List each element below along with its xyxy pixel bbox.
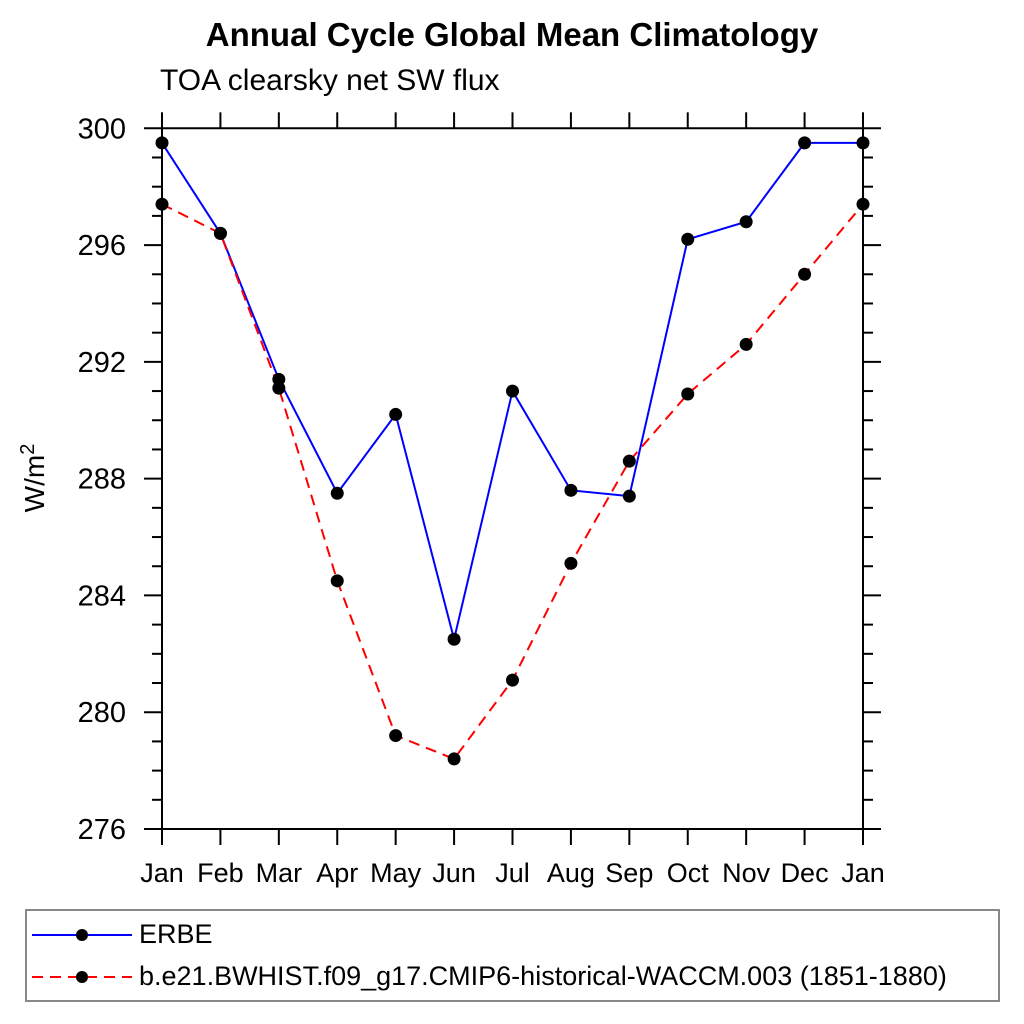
x-tick-label: Sep	[605, 858, 653, 888]
y-tick-label: 296	[78, 230, 126, 262]
data-point-marker	[447, 632, 461, 646]
data-point-marker	[330, 574, 344, 588]
data-point-marker	[506, 673, 519, 687]
x-tick-label: Jan	[841, 858, 885, 888]
data-point-marker	[681, 387, 695, 401]
y-tick-label: 292	[78, 347, 126, 379]
data-point-marker	[330, 486, 344, 500]
x-tick-label: Nov	[722, 858, 771, 888]
legend-item-erbe: ERBE	[29, 915, 998, 955]
data-point-marker	[798, 267, 812, 281]
x-tick-label: May	[370, 858, 422, 888]
x-tick-label: Jul	[495, 858, 530, 888]
data-point-marker	[447, 752, 461, 766]
data-point-marker	[389, 407, 403, 421]
data-point-marker	[564, 483, 578, 497]
data-point-marker	[389, 729, 403, 743]
data-point-marker	[739, 215, 753, 229]
legend-label-model: b.e21.BWHIST.f09_g17.CMIP6-historical-WA…	[139, 961, 947, 991]
legend: ERBE b.e21.BWHIST.f09_g17.CMIP6-historic…	[25, 909, 1000, 1002]
x-tick-label: Aug	[547, 858, 595, 888]
x-tick-label: Feb	[197, 858, 244, 888]
legend-sample-dashed	[32, 970, 132, 983]
x-tick-label: Apr	[316, 858, 358, 888]
data-point-marker	[213, 226, 227, 240]
data-point-marker	[856, 197, 870, 211]
data-point-marker	[798, 136, 812, 150]
plot-area: W/m2 Jan Feb Mar Apr May Jun Jul Aug Sep Oct Nov De…	[17, 112, 885, 888]
data-point-marker	[739, 337, 753, 351]
x-tick-label: Oct	[667, 858, 710, 888]
legend-label-erbe: ERBE	[139, 919, 213, 949]
y-axis-label: W/m2	[17, 444, 50, 513]
data-point-marker	[506, 384, 519, 398]
data-point-marker	[272, 381, 286, 395]
x-tick-label: Dec	[781, 858, 829, 888]
data-point-marker	[622, 454, 636, 468]
y-tick-label: 288	[78, 464, 126, 496]
y-tick-label: 276	[78, 814, 126, 846]
legend-item-model: b.e21.BWHIST.f09_g17.CMIP6-historical-WA…	[29, 957, 998, 997]
chart-subtitle: TOA clearsky net SW flux	[160, 64, 500, 97]
data-point-marker	[155, 136, 169, 150]
legend-sample-solid	[32, 928, 132, 941]
x-tick-label: Mar	[256, 858, 303, 888]
y-tick-label: 284	[78, 580, 126, 612]
data-point-marker	[681, 232, 695, 246]
data-point-marker	[564, 556, 578, 570]
legend-marker-icon	[76, 928, 88, 941]
y-tick-label: 300	[78, 113, 126, 145]
data-point-marker	[856, 136, 870, 150]
x-tick-label: Jan	[140, 858, 184, 888]
legend-marker-icon	[76, 970, 88, 983]
y-tick-label: 280	[78, 697, 126, 729]
x-tick-label: Jun	[432, 858, 476, 888]
data-point-marker	[622, 489, 636, 503]
data-point-marker	[155, 197, 169, 211]
chart-title: Annual Cycle Global Mean Climatology	[205, 16, 819, 53]
